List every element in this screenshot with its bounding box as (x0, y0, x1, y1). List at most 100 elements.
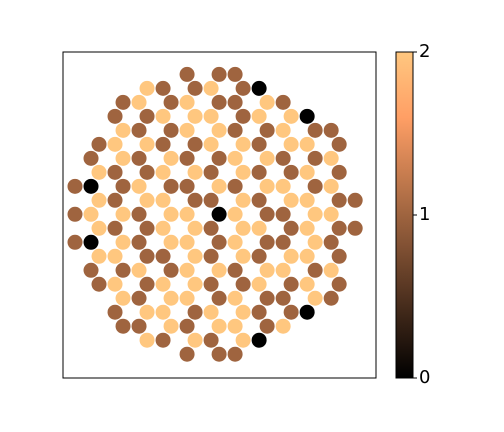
point (235, 136, 251, 152)
point (211, 290, 227, 306)
point (235, 108, 251, 124)
point (283, 304, 299, 320)
point (235, 248, 251, 264)
point (211, 318, 227, 334)
point (211, 346, 227, 362)
point (139, 332, 155, 348)
point (155, 136, 171, 152)
point (299, 192, 315, 208)
point (203, 108, 219, 124)
point (323, 206, 339, 222)
point (131, 290, 147, 306)
point (115, 318, 131, 334)
point (131, 122, 147, 138)
point (227, 346, 243, 362)
point (187, 276, 203, 292)
point (211, 178, 227, 194)
point (139, 192, 155, 208)
point (211, 150, 227, 166)
point (307, 150, 323, 166)
point (179, 178, 195, 194)
point (259, 122, 275, 138)
point (259, 150, 275, 166)
point (299, 276, 315, 292)
point (299, 164, 315, 180)
point (107, 136, 123, 152)
point (323, 262, 339, 278)
point (307, 262, 323, 278)
point (227, 122, 243, 138)
point (83, 234, 99, 250)
point (115, 290, 131, 306)
point (307, 178, 323, 194)
point (299, 248, 315, 264)
point (107, 248, 123, 264)
point (139, 164, 155, 180)
point (299, 304, 315, 320)
point (131, 234, 147, 250)
point (203, 304, 219, 320)
point (227, 234, 243, 250)
point (251, 192, 267, 208)
point (227, 150, 243, 166)
point (275, 262, 291, 278)
point (179, 66, 195, 82)
point (283, 136, 299, 152)
point (275, 178, 291, 194)
point (91, 164, 107, 180)
point (283, 248, 299, 264)
point (323, 290, 339, 306)
point (155, 248, 171, 264)
point (259, 318, 275, 334)
point (107, 108, 123, 124)
point (115, 206, 131, 222)
point (307, 234, 323, 250)
point (251, 304, 267, 320)
point (179, 150, 195, 166)
point (179, 206, 195, 222)
point (307, 122, 323, 138)
point (163, 122, 179, 138)
point (91, 136, 107, 152)
point (323, 122, 339, 138)
point (179, 122, 195, 138)
point (331, 164, 347, 180)
point (107, 164, 123, 180)
point (227, 94, 243, 110)
point (83, 150, 99, 166)
point (211, 66, 227, 82)
point (251, 80, 267, 96)
point (203, 164, 219, 180)
point (155, 332, 171, 348)
point (187, 136, 203, 152)
point (211, 94, 227, 110)
point (115, 178, 131, 194)
point (131, 262, 147, 278)
point (235, 80, 251, 96)
point (307, 206, 323, 222)
point (139, 220, 155, 236)
point (283, 192, 299, 208)
point (139, 108, 155, 124)
point (131, 94, 147, 110)
point (251, 276, 267, 292)
point (179, 290, 195, 306)
point (331, 192, 347, 208)
point (155, 220, 171, 236)
point (163, 206, 179, 222)
point (251, 108, 267, 124)
point (323, 178, 339, 194)
point (91, 276, 107, 292)
point (283, 164, 299, 180)
point (91, 220, 107, 236)
point (187, 80, 203, 96)
point (251, 136, 267, 152)
point (299, 220, 315, 236)
point (163, 94, 179, 110)
plot-frame (62, 51, 377, 379)
point (131, 178, 147, 194)
point (347, 220, 363, 236)
point (179, 318, 195, 334)
point (155, 164, 171, 180)
